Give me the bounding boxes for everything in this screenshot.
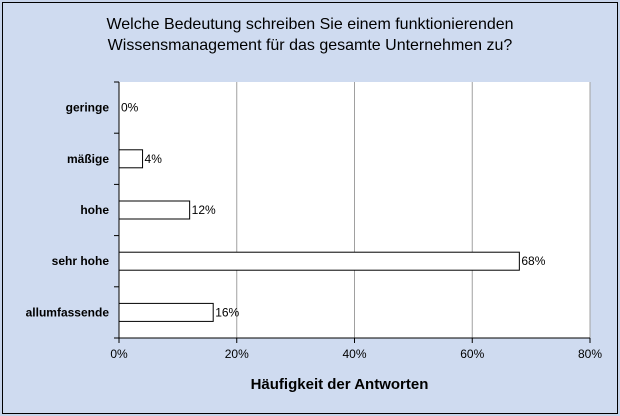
- bar: [118, 251, 520, 271]
- category-label: hohe: [80, 203, 109, 217]
- x-tick-label: 80%: [578, 347, 602, 361]
- bars: [118, 149, 520, 322]
- x-tick-label: 40%: [342, 347, 366, 361]
- data-label: 4%: [145, 152, 163, 166]
- axes: [114, 81, 591, 343]
- data-label: 0%: [121, 101, 139, 115]
- chart-title-line-1: Welche Bedeutung schreiben Sie einem fun…: [106, 16, 514, 33]
- data-label: 16%: [215, 305, 239, 319]
- category-label: sehr hohe: [52, 254, 110, 268]
- bar: [118, 302, 214, 322]
- x-tick-label: 20%: [225, 347, 249, 361]
- gridlines: [236, 82, 591, 338]
- bar: [118, 149, 144, 169]
- x-tick-labels: 0% 20% 40% 60% 80%: [110, 347, 602, 361]
- chart-title: Welche Bedeutung schreiben Sie einem fun…: [0, 14, 620, 56]
- x-tick-label: 0%: [110, 347, 128, 361]
- bar: [118, 200, 191, 220]
- x-axis-title: Häufigkeit der Antworten: [251, 376, 429, 393]
- category-label: geringe: [66, 101, 110, 115]
- data-labels: 0% 4% 12% 68% 16%: [121, 101, 546, 320]
- data-label: 68%: [521, 254, 545, 268]
- category-labels: geringe mäßige hohe sehr hohe allumfassende: [26, 101, 110, 320]
- data-label: 12%: [192, 203, 216, 217]
- x-tick-label: 60%: [460, 347, 484, 361]
- category-label: allumfassende: [26, 305, 110, 319]
- chart-title-line-2: Wissensmanagement für das gesamte Untern…: [107, 37, 513, 54]
- category-label: mäßige: [67, 152, 109, 166]
